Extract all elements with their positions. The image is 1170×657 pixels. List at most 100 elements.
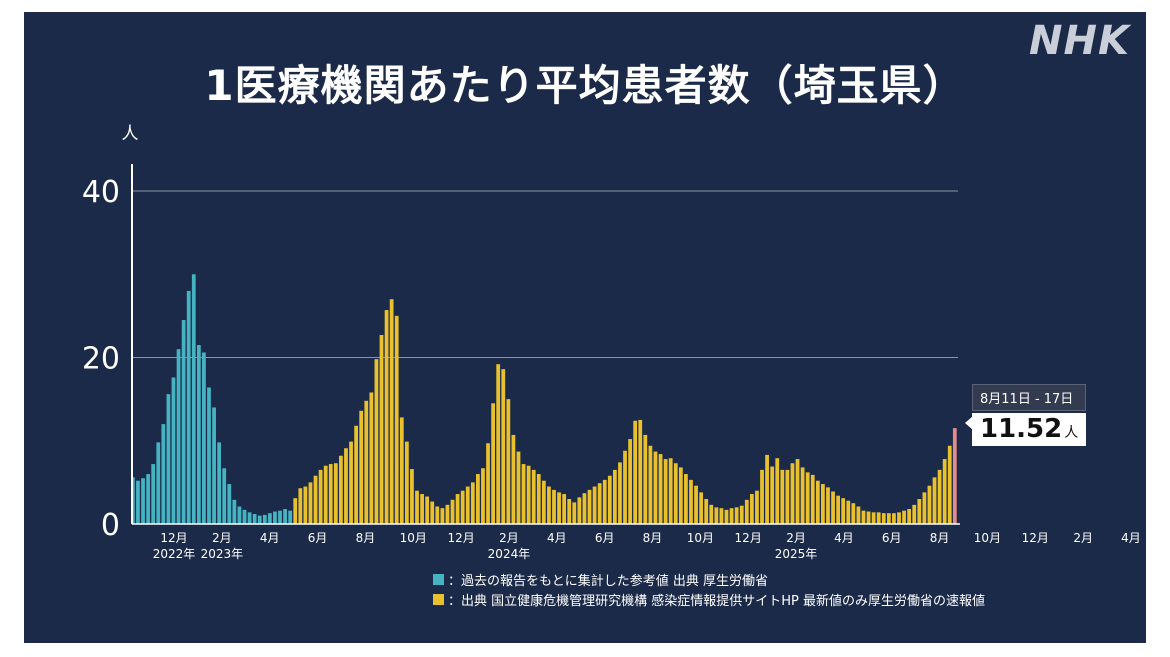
bar-past — [273, 511, 277, 524]
bar-current — [785, 469, 790, 524]
bar-current — [846, 500, 851, 524]
bar-current — [714, 507, 719, 524]
bar-current — [861, 510, 866, 524]
bar-current — [607, 475, 612, 524]
bar-current — [389, 299, 394, 524]
bar-current — [612, 469, 617, 524]
bar-latest — [952, 428, 957, 524]
bar-current — [359, 410, 364, 524]
bar-current — [729, 508, 734, 524]
bar-current — [922, 492, 927, 524]
bar-current — [927, 485, 932, 524]
x-tick-label: 6月 — [882, 531, 902, 545]
legend-item-current: ：出典 国立健康危機管理研究機構 感染症情報提供サイトHP 最新値のみ厚生労働省… — [433, 590, 985, 609]
y-axis-unit: 人 — [122, 124, 139, 144]
callout-value-box: 11.52 人 — [972, 413, 1087, 446]
bar-past — [191, 274, 196, 524]
bar-current — [663, 459, 668, 524]
x-tick-label: 10月 — [974, 531, 1001, 545]
bar-current — [430, 501, 435, 524]
callout-pointer — [965, 416, 973, 430]
bar-current — [536, 474, 541, 524]
bar-current — [744, 499, 749, 524]
bar-current — [709, 504, 714, 524]
bar-current — [739, 505, 744, 524]
bar-current — [902, 510, 906, 524]
x-year-label: 2024年 — [488, 547, 531, 561]
bar-current — [694, 485, 698, 524]
nhk-logo: NHK — [1029, 18, 1130, 64]
x-tick-label: 4月 — [547, 531, 567, 545]
bar-past — [252, 514, 257, 524]
bar-current — [308, 482, 313, 525]
bar-past — [151, 464, 156, 524]
bar-current — [892, 513, 896, 524]
bar-current — [836, 495, 840, 524]
y-tick-label: 0 — [101, 508, 120, 543]
bar-current — [303, 486, 308, 524]
axis-labels: 0 20 40 人 12月 2月 4月 6月 8月 10月 12月 2月 4月 6月 8月 10月 12月 2月 4… — [82, 124, 1141, 561]
chart-panel: 1医療機関あたり平均患者数（埼玉県） NHK 0 20 40 人 12月 2月 4月 6月 8月… — [24, 12, 1146, 643]
bar-current — [734, 507, 739, 524]
bar-past — [136, 480, 140, 524]
bar-current — [567, 499, 572, 524]
bar-current — [831, 491, 835, 524]
bar-past — [262, 514, 267, 524]
bar-current — [689, 479, 693, 524]
x-tick-label: 2月 — [1073, 531, 1093, 545]
bar-past — [242, 509, 247, 524]
bar-current — [557, 492, 561, 524]
x-tick-label: 2月 — [499, 531, 519, 545]
bars — [131, 274, 957, 525]
legend-swatch-current — [433, 594, 444, 605]
bar-current — [354, 425, 359, 524]
bar-current — [394, 315, 399, 525]
bar-current — [597, 483, 602, 524]
bar-current — [374, 359, 379, 524]
bar-current — [349, 441, 353, 524]
bar-current — [765, 454, 769, 524]
bar-current — [577, 497, 582, 524]
bar-current — [344, 448, 348, 524]
bar-current — [770, 466, 775, 524]
legend-label-current: ：出典 国立健康危機管理研究機構 感染症情報提供サイトHP 最新値のみ厚生労働省… — [448, 594, 986, 609]
bar-current — [653, 451, 658, 524]
bar-current — [470, 482, 475, 525]
bar-current — [623, 450, 627, 524]
bar-current — [541, 480, 546, 524]
bar-past — [146, 474, 150, 524]
bar-current — [866, 511, 871, 524]
bar-current — [465, 486, 470, 524]
bar-chart: 0 20 40 人 12月 2月 4月 6月 8月 10月 12月 2月 4月 6月 8月 10月 12月 2月 4… — [82, 124, 1141, 561]
bar-current — [547, 486, 551, 524]
x-tick-label: 6月 — [308, 531, 328, 545]
bar-past — [207, 387, 211, 524]
bar-current — [481, 468, 485, 524]
x-tick-label: 10月 — [400, 531, 427, 545]
bar-current — [440, 508, 445, 524]
bar-current — [506, 399, 511, 525]
x-tick-label: 8月 — [930, 531, 950, 545]
bar-current — [496, 364, 501, 524]
bar-current — [313, 475, 318, 524]
bar-current — [455, 494, 460, 524]
bar-current — [628, 439, 632, 524]
bar-current — [526, 465, 531, 524]
x-tick-label: 6月 — [595, 531, 615, 545]
bar-past — [176, 349, 181, 524]
gridlines — [132, 190, 958, 358]
bar-current — [724, 509, 729, 524]
bar-current — [937, 469, 942, 524]
bar-current — [775, 458, 780, 524]
x-tick-label: 12月 — [1022, 531, 1049, 545]
bar-current — [460, 490, 465, 524]
bar-current — [755, 490, 759, 524]
bar-current — [912, 504, 917, 524]
bar-current — [318, 469, 323, 524]
bar-current — [643, 434, 648, 524]
bar-current — [298, 488, 303, 524]
legend-swatch-past — [433, 574, 444, 585]
bar-current — [384, 310, 389, 524]
bar-current — [476, 474, 480, 524]
bar-past — [181, 320, 186, 524]
